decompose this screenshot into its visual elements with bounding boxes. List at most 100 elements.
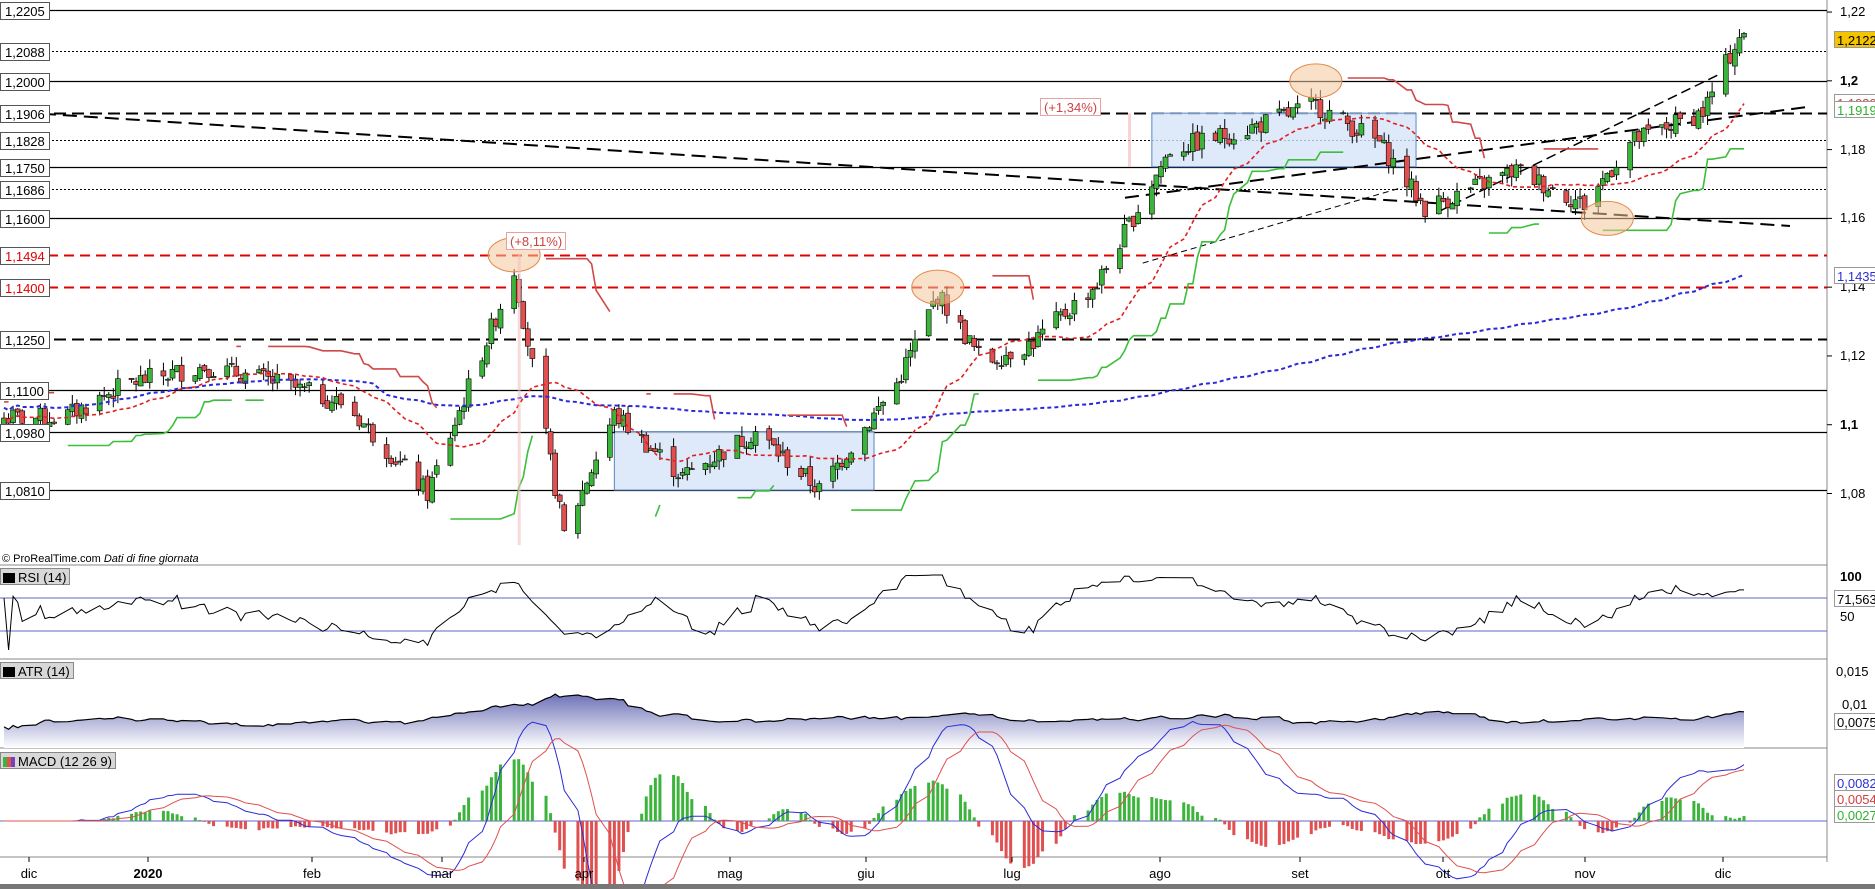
- level-label: 1,1686: [0, 180, 50, 199]
- candle-body: [616, 408, 622, 424]
- atr-tick-0015: 0,015: [1836, 664, 1869, 679]
- macd-histogram-bar: [1350, 821, 1354, 829]
- macd-histogram-bar: [845, 821, 849, 834]
- macd-histogram-bar: [940, 784, 944, 821]
- candle-body: [1126, 217, 1132, 222]
- macd-histogram-bar: [398, 821, 402, 833]
- macd-histogram-bar: [262, 821, 266, 829]
- candle-body: [447, 437, 454, 466]
- candle-body: [994, 362, 1000, 365]
- candle-body: [971, 337, 978, 347]
- candle-body: [1244, 135, 1251, 140]
- macd-histogram-bar: [453, 819, 457, 821]
- macd-histogram-bar: [576, 821, 580, 881]
- candle-body: [146, 367, 153, 383]
- candle-body: [1499, 172, 1506, 176]
- candle-body: [242, 372, 249, 384]
- candle-body: [1645, 124, 1652, 130]
- x-tick-label: giu: [857, 866, 875, 881]
- candle-body: [1549, 187, 1556, 189]
- candle-body: [297, 383, 303, 388]
- macd-histogram-bar: [1583, 821, 1587, 830]
- macd-histogram-bar: [1123, 791, 1127, 821]
- macd-histogram-bar: [239, 821, 243, 829]
- macd-histogram-bar: [1218, 819, 1222, 821]
- candle-body: [1640, 127, 1647, 142]
- macd-histogram-bar: [1100, 797, 1104, 821]
- atr-tick-001: 0,01: [1842, 697, 1868, 712]
- candle-body: [1404, 155, 1410, 188]
- macd-histogram-bar: [385, 821, 389, 833]
- macd-histogram-bar: [1195, 812, 1199, 821]
- candle-body: [169, 368, 176, 379]
- candle-body: [101, 395, 108, 397]
- candle-body: [689, 468, 695, 470]
- macd-histogram-bar: [1200, 815, 1204, 821]
- stop-line-green: [737, 484, 775, 499]
- macd-histogram-bar: [1696, 803, 1700, 821]
- macd-histogram-bar: [1419, 821, 1423, 844]
- macd-histogram-bar: [1214, 818, 1218, 821]
- candle-body: [839, 462, 845, 467]
- macd-histogram-bar: [1578, 821, 1582, 826]
- y-tick-label: 1,16: [1840, 210, 1866, 226]
- macd-histogram-bar: [403, 821, 407, 833]
- candle-body: [1732, 49, 1738, 67]
- candle-body: [1631, 131, 1638, 142]
- macd-histogram-bar: [489, 777, 493, 821]
- candle-body: [1536, 174, 1542, 185]
- macd-histogram-bar: [1359, 821, 1363, 831]
- macd-histogram-bar: [1327, 821, 1331, 827]
- macd-label[interactable]: MACD (12 26 9): [0, 752, 116, 769]
- macd-histogram-bar: [1282, 821, 1286, 845]
- macd-histogram-bar: [1405, 821, 1409, 841]
- macd-histogram-bar: [990, 821, 994, 836]
- candle-body: [1153, 174, 1160, 189]
- macd-histogram-bar: [713, 819, 717, 821]
- macd-histogram-bar: [612, 821, 616, 889]
- candle-body: [711, 461, 718, 468]
- candle-body: [830, 465, 836, 482]
- macd-histogram-bar: [1264, 821, 1268, 847]
- candle-body: [383, 444, 390, 459]
- candle-body: [898, 380, 905, 383]
- macd-histogram-bar: [931, 780, 935, 821]
- candle-body: [1158, 166, 1164, 178]
- level-label: 1,2205: [0, 1, 50, 20]
- candle-body: [543, 355, 549, 429]
- highlight-ellipse: [1580, 200, 1634, 236]
- atr-label[interactable]: ATR (14): [0, 662, 74, 679]
- candle-body: [1180, 151, 1187, 157]
- macd-histogram-bar: [1041, 821, 1045, 852]
- candle-body: [10, 409, 16, 423]
- candle-body: [388, 457, 394, 464]
- macd-histogram-bar: [457, 812, 461, 821]
- macd-histogram-bar: [175, 814, 179, 821]
- sma-line: [3, 273, 1745, 422]
- macd-histogram-bar: [1223, 821, 1227, 825]
- candle-body: [1149, 186, 1155, 215]
- candle-body: [1599, 178, 1606, 186]
- horizontal-scrollbar[interactable]: [0, 884, 1875, 889]
- candle-body: [424, 475, 431, 501]
- macd-histogram-bar: [913, 786, 917, 821]
- candle-body: [707, 464, 713, 468]
- macd-histogram-bar: [1150, 797, 1154, 821]
- macd-histogram-bar: [1501, 803, 1505, 821]
- macd-histogram-bar: [717, 821, 721, 824]
- macd-histogram-bar: [1487, 808, 1491, 821]
- rsi-label[interactable]: RSI (14): [0, 568, 71, 585]
- macd-histogram-bar: [1104, 793, 1108, 821]
- candle-body: [456, 410, 463, 425]
- macd-histogram-bar: [1455, 821, 1459, 835]
- macd-histogram-bar: [339, 821, 343, 828]
- macd-histogram-bar: [1519, 794, 1523, 821]
- macd-histogram-bar: [1031, 821, 1035, 864]
- candle-body: [333, 396, 340, 404]
- macd-histogram-bar: [480, 790, 484, 821]
- macd-histogram-bar: [1505, 797, 1509, 821]
- candle-body: [397, 460, 404, 463]
- level-label: 1,1494: [0, 246, 50, 265]
- candle-body: [1440, 197, 1447, 202]
